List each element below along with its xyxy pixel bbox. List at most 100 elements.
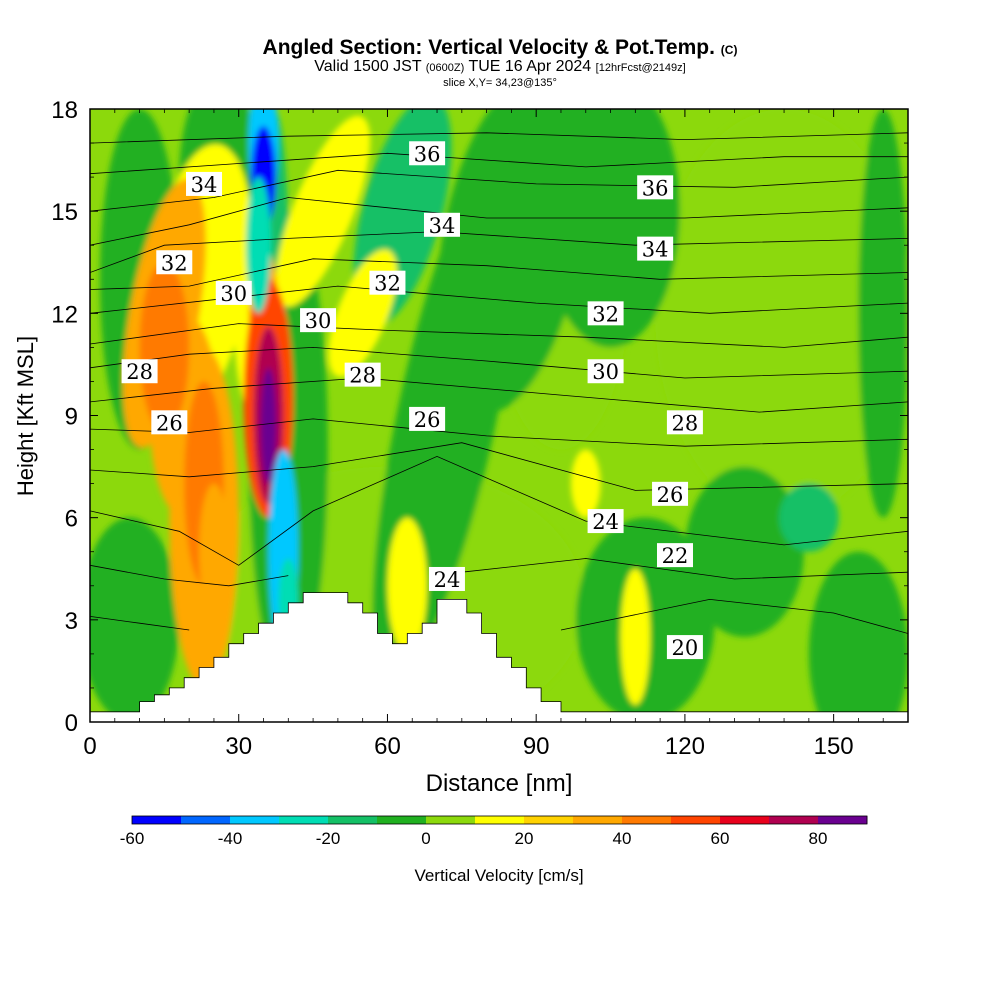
contour-label: 34 (637, 236, 674, 262)
colorbar-tick-label: -60 (120, 829, 145, 848)
x-tick-label: 60 (374, 733, 401, 760)
svg-text:20: 20 (672, 636, 699, 660)
colorbar-tick-label: 20 (515, 829, 534, 848)
colorbar-swatch (230, 816, 280, 824)
x-axis-label: Distance [nm] (426, 770, 573, 797)
svg-text:30: 30 (220, 282, 247, 306)
svg-text:28: 28 (349, 364, 376, 388)
colorbar-swatch (279, 816, 329, 824)
colorbar-tick-label: 80 (809, 829, 828, 848)
colorbar-swatch (720, 816, 770, 824)
velocity-cell (808, 551, 908, 722)
contour-label: 22 (656, 543, 693, 568)
contour-label: 26 (151, 410, 188, 435)
theta-contour (90, 564, 289, 587)
velocity-cell (655, 109, 908, 518)
contour-label: 32 (587, 301, 624, 326)
theta-contour (90, 323, 908, 348)
svg-text:30: 30 (305, 309, 332, 333)
contour-label: 36 (409, 141, 446, 166)
colorbar-swatch (573, 816, 623, 824)
contour-label: 28 (344, 362, 381, 388)
svg-text:26: 26 (414, 408, 441, 432)
contour-label: 26 (652, 481, 689, 507)
colorbar-swatch (475, 816, 525, 824)
velocity-cell (275, 115, 371, 307)
theta-contour (90, 132, 908, 144)
svg-text:24: 24 (434, 568, 461, 592)
y-tick-label: 9 (65, 404, 78, 431)
y-axis-label: Height [Kft MSL] (13, 336, 38, 496)
svg-text:34: 34 (429, 214, 456, 238)
velocity-cell (541, 109, 680, 348)
contour-label: 36 (637, 175, 674, 200)
x-tick-label: 30 (225, 733, 252, 760)
colorbar-swatch (426, 816, 476, 824)
theta-contour (90, 152, 908, 175)
svg-text:32: 32 (374, 272, 401, 296)
velocity-cell (684, 466, 804, 637)
svg-text:32: 32 (592, 302, 619, 326)
title-units-mark: (C) (720, 43, 738, 57)
contour-label: 20 (666, 635, 703, 660)
svg-text:34: 34 (642, 238, 669, 262)
colorbar-swatch (818, 816, 868, 824)
svg-text:30: 30 (592, 360, 619, 384)
colorbar-swatch (377, 816, 427, 824)
theta-contour (90, 197, 908, 246)
y-tick-label: 6 (65, 506, 78, 533)
contour-label: 34 (186, 171, 223, 197)
velocity-cell (139, 262, 190, 433)
contour-label: 28 (121, 359, 158, 384)
colorbar-swatch (671, 816, 721, 824)
contour-label: 34 (423, 212, 460, 238)
chart-subtitle: Valid 1500 JST (0600Z) TUE 16 Apr 2024 [… (314, 58, 686, 75)
y-tick-label: 0 (65, 710, 78, 737)
contour-label: 30 (587, 359, 624, 384)
theta-contour (90, 258, 908, 290)
theta-contour (90, 169, 908, 212)
y-tick-label: 18 (51, 97, 78, 124)
y-tick-label: 3 (65, 608, 78, 635)
svg-text:24: 24 (592, 510, 619, 534)
x-tick-label: 150 (814, 733, 854, 760)
svg-text:22: 22 (662, 544, 689, 568)
contour-label: 32 (369, 270, 406, 296)
colorbar-swatch (769, 816, 819, 824)
velocity-cell (199, 483, 229, 620)
colorbar-swatch (132, 816, 182, 824)
svg-text:34: 34 (191, 173, 218, 197)
theta-contour (90, 377, 908, 413)
svg-text:32: 32 (161, 251, 188, 275)
svg-text:26: 26 (657, 483, 684, 507)
theta-contour (90, 616, 190, 631)
velocity-cell (858, 109, 908, 518)
colorbar: -60 -40 -20 0 20 40 60 80 (120, 815, 868, 848)
velocity-cell (90, 517, 180, 722)
velocity-cell (260, 367, 277, 484)
colorbar-label: Vertical Velocity [cm/s] (414, 866, 583, 885)
svg-text:36: 36 (414, 142, 441, 166)
colorbar-frame (131, 815, 868, 825)
colorbar-tick-label: 0 (421, 829, 430, 848)
velocity-cell (620, 568, 651, 705)
svg-text:36: 36 (642, 176, 669, 200)
theta-contour (560, 598, 908, 634)
contour-labels: 36 36 34 34 34 32 32 32 30 30 30 28 28 28 26 26 26 24 24 22… (121, 141, 703, 660)
slice-info: slice X,Y= 34,23@135° (443, 77, 557, 89)
terrain (89, 592, 909, 723)
svg-text:26: 26 (156, 411, 183, 435)
chart-title: Angled Section: Vertical Velocity & Pot.… (262, 36, 738, 59)
contour-label: 30 (215, 280, 252, 306)
colorbar-tick-label: 40 (613, 829, 632, 848)
contour-label: 24 (428, 566, 465, 592)
y-tick-label: 12 (51, 301, 78, 328)
x-tick-label: 0 (83, 733, 96, 760)
colorbar-tick-label: -40 (218, 829, 243, 848)
colorbar-tick-label: -20 (316, 829, 341, 848)
contour-label: 28 (666, 410, 703, 435)
colorbar-swatch (328, 816, 378, 824)
colorbar-swatch (524, 816, 574, 824)
